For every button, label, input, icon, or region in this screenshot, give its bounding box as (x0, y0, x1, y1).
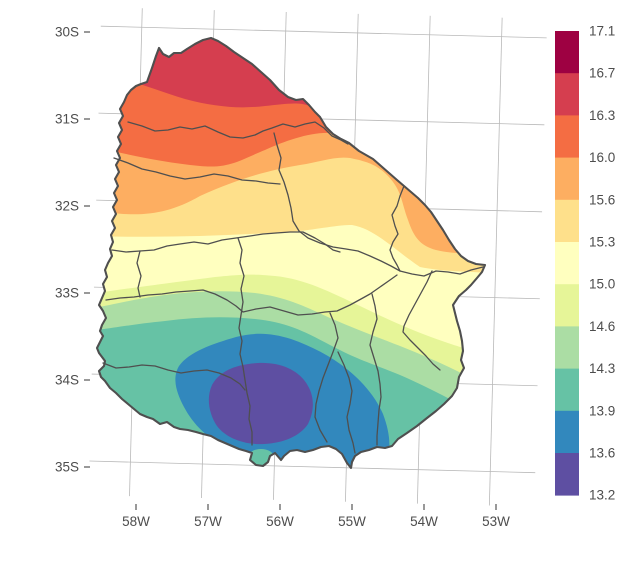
legend-swatch (555, 410, 579, 454)
band-13_2-13_6 (208, 362, 313, 445)
department-border (369, 293, 382, 446)
y-axis-label: 30S (55, 25, 79, 40)
graticule-meridian (488, 17, 503, 506)
x-axis-label: 57W (194, 514, 222, 529)
legend-swatch (555, 326, 579, 369)
legend-swatch (555, 242, 579, 285)
department-border (402, 270, 441, 371)
x-axis-label: 54W (410, 514, 438, 529)
legend-swatch (555, 284, 579, 327)
legend-swatch (555, 73, 579, 116)
graticule-parallel (89, 460, 536, 474)
y-axis-label: 32S (55, 199, 79, 214)
legend-label: 17.1 (589, 24, 615, 39)
department-border (314, 312, 339, 443)
x-axis-label: 53W (482, 514, 510, 529)
department-border (127, 121, 349, 145)
department-borders (102, 121, 484, 454)
legend: 17.1 16.7 16.3 16.0 15.6 15.3 15.0 14.6 14.3 13.9… (555, 24, 615, 503)
legend-label: 14.6 (589, 319, 615, 334)
country-outline (95, 36, 487, 470)
legend-swatch (555, 31, 579, 74)
legend-label: 14.3 (589, 361, 615, 376)
department-border (113, 157, 281, 185)
legend-label: 16.3 (589, 108, 615, 123)
y-axis-label: 35S (55, 460, 79, 475)
legend-label: 15.6 (589, 192, 615, 207)
legend-label: 15.3 (589, 235, 615, 250)
department-border (389, 185, 405, 272)
y-axis-label: 33S (55, 286, 79, 301)
department-border (102, 362, 246, 391)
legend-swatch (555, 157, 579, 201)
legend-label: 16.0 (589, 150, 615, 165)
legend-swatch (555, 199, 579, 243)
y-axis-label: 31S (55, 112, 79, 127)
legend-swatch (555, 453, 579, 496)
department-border (136, 250, 142, 298)
legend-label: 13.9 (589, 403, 615, 418)
axes: 30S 31S 32S 33S 34S 35S 58W 57W 56W 55W 54W 53W (55, 25, 510, 530)
legend-label: 16.7 (589, 66, 615, 81)
contour-bands (97, 38, 485, 468)
x-axis-label: 56W (266, 514, 294, 529)
legend-swatch (555, 368, 579, 412)
department-border (273, 132, 401, 272)
y-axis-label: 34S (55, 373, 79, 388)
legend-label: 13.2 (589, 488, 615, 503)
department-border (399, 266, 484, 277)
department-border (337, 351, 356, 454)
department-border (111, 231, 341, 253)
legend-label: 15.0 (589, 277, 615, 292)
x-axis-label: 55W (338, 514, 366, 529)
department-border (237, 237, 253, 446)
legend-swatch (555, 115, 579, 158)
legend-label: 13.6 (589, 446, 615, 461)
graticule-parallel (100, 25, 547, 39)
x-axis-label: 58W (122, 514, 150, 529)
department-border (105, 274, 398, 316)
